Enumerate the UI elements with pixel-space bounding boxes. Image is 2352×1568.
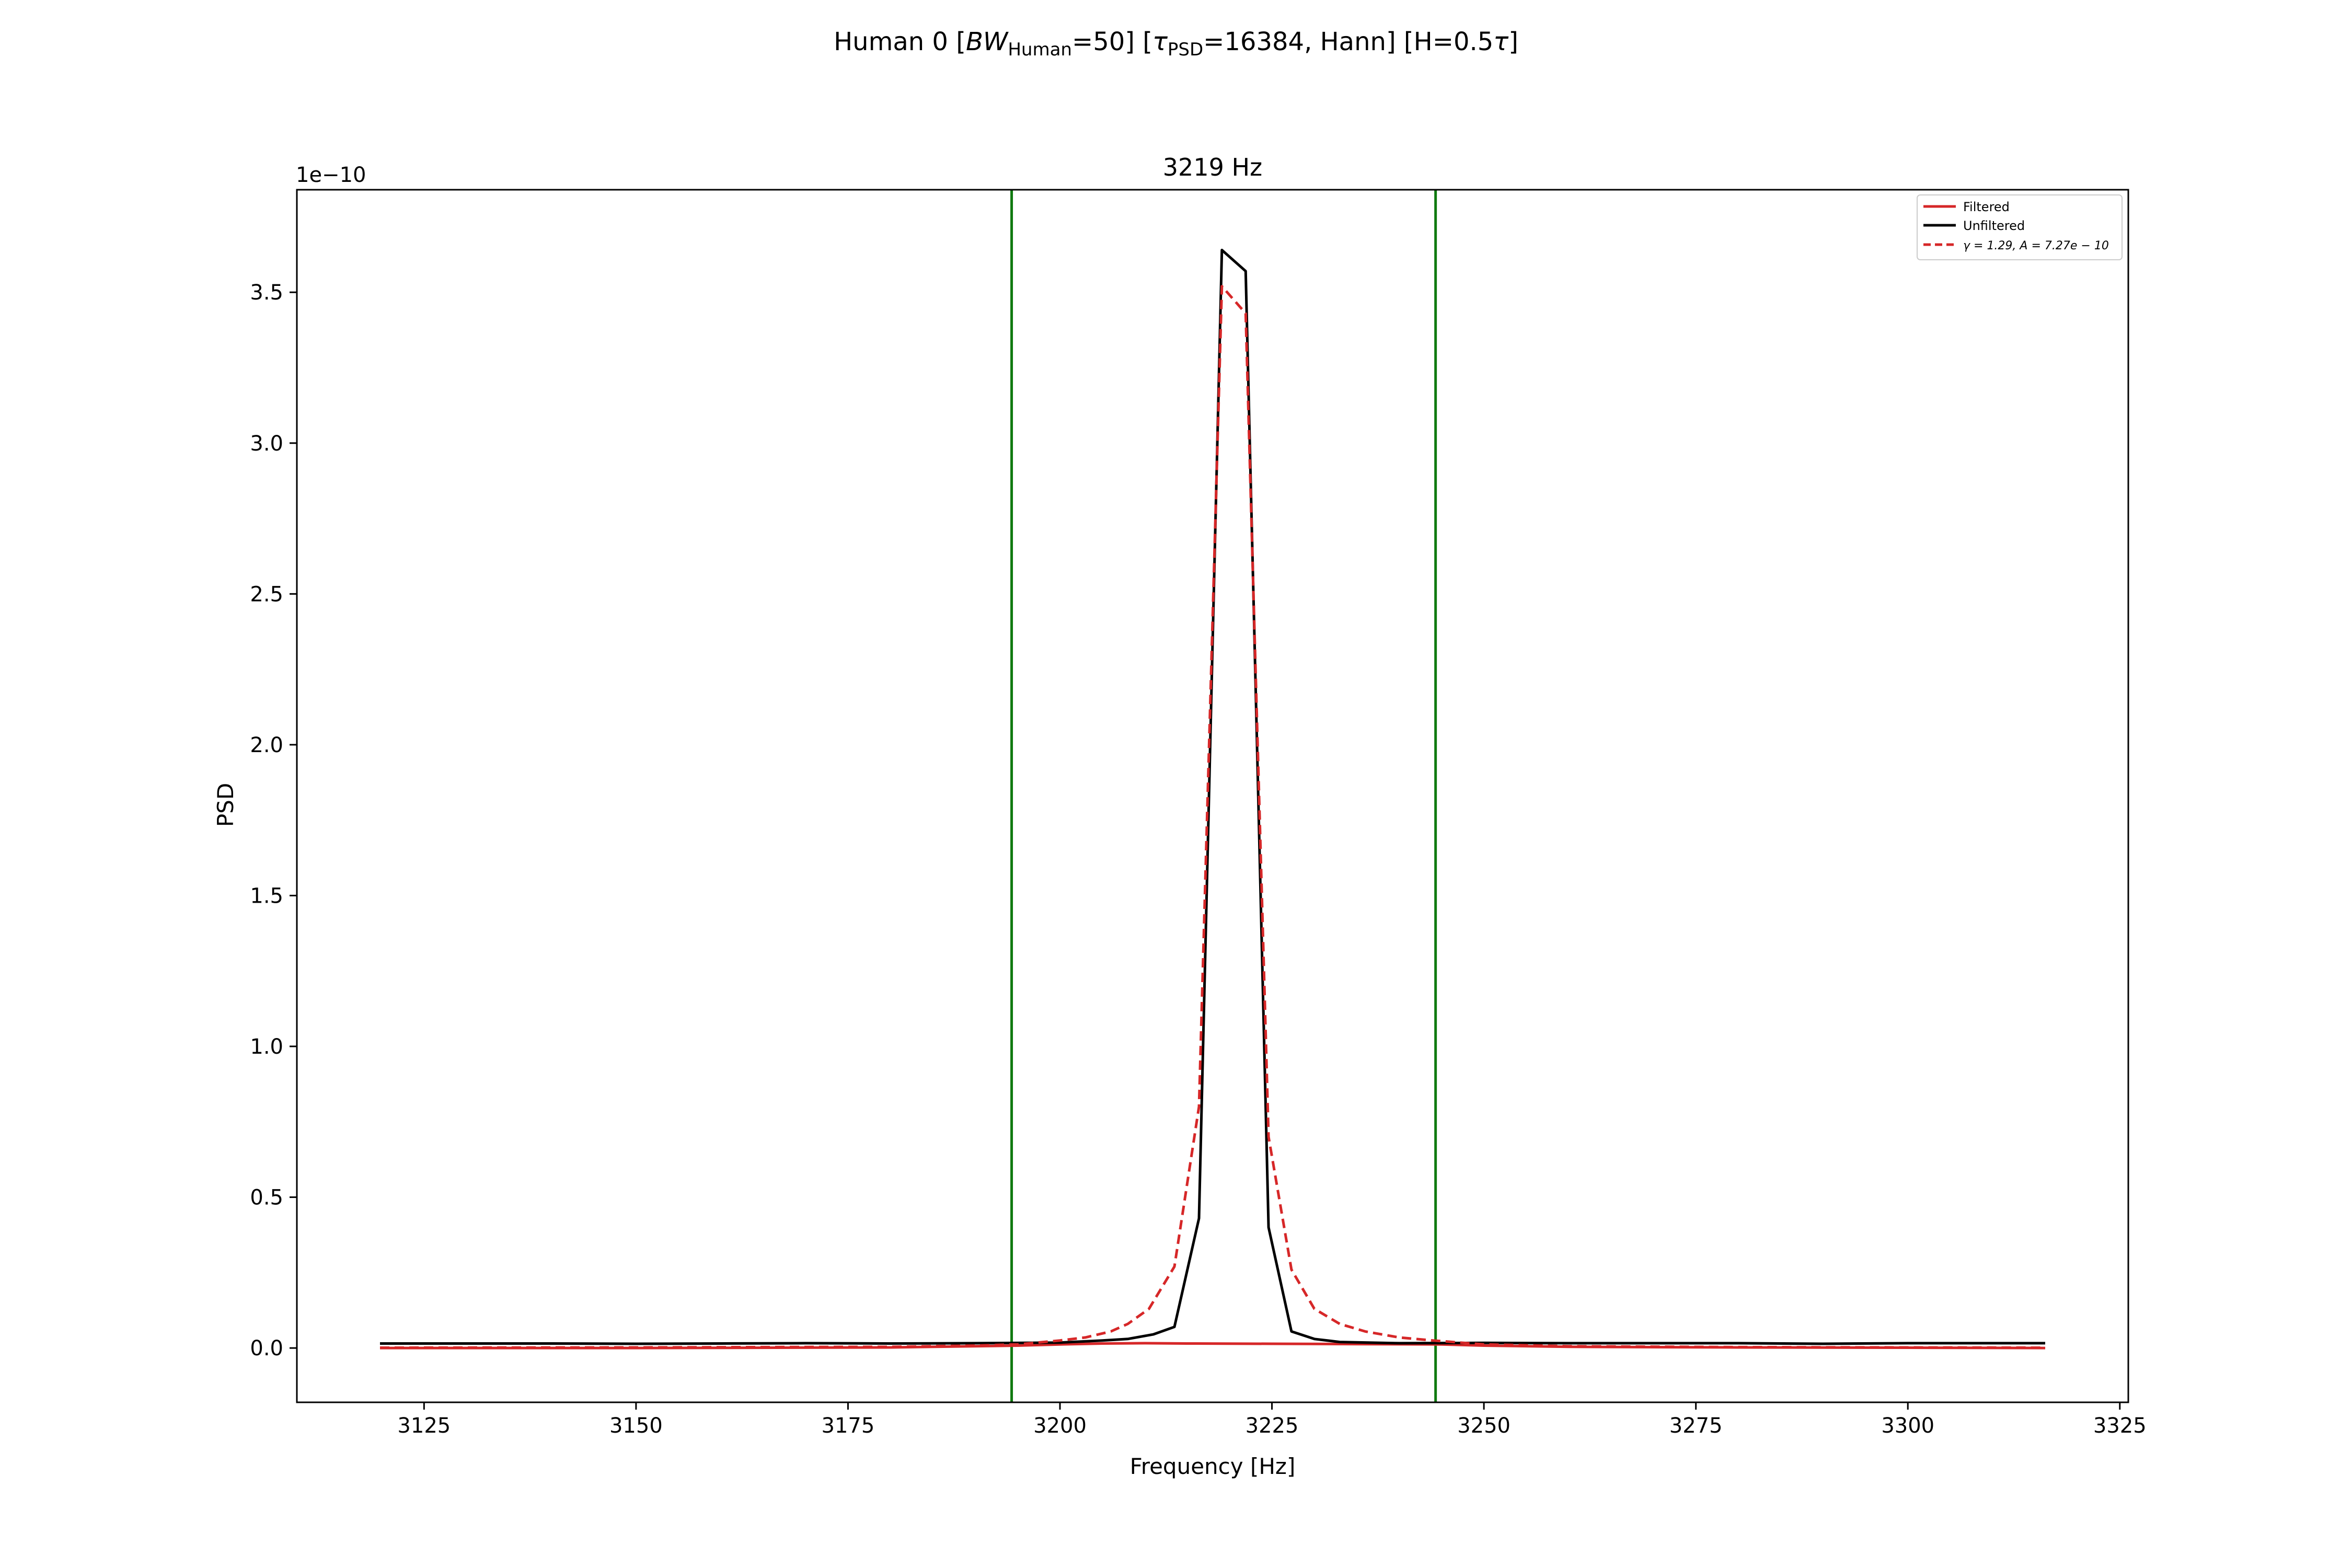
y-axis-label: PSD [213, 783, 238, 827]
vline-layer [1010, 190, 1437, 1402]
x-axis-label: Frequency [Hz] [1130, 1454, 1296, 1479]
suptitle-bw-subscript: Human [1008, 39, 1072, 60]
x-tick-label: 3225 [1246, 1414, 1299, 1438]
y-offset-text: 1e−10 [296, 163, 366, 187]
series-layer [379, 248, 2046, 1350]
y-tick-label: 0.0 [250, 1336, 283, 1361]
x-ticks: 3125 3150 3175 3200 3225 3250 3275 3300 3325 [397, 1402, 2147, 1438]
suptitle-part1: Human 0 [ [834, 27, 966, 56]
y-tick-label: 3.5 [250, 281, 283, 305]
x-tick-label: 3275 [1669, 1414, 1723, 1438]
legend: Filtered Unfiltered γ = 1.29, A = 7.27e … [1917, 194, 2123, 260]
series-fit-line [379, 285, 2046, 1349]
legend-label-fit: γ = 1.29, A = 7.27e − 10 [1963, 239, 2109, 252]
x-tick-label: 3300 [1881, 1414, 1934, 1438]
y-ticks: 0.0 0.5 1.0 1.5 2.0 2.5 3.0 3.5 [250, 281, 297, 1361]
y-tick-label: 3.0 [250, 432, 283, 456]
suptitle-tau2-symbol: τ [1493, 27, 1509, 56]
y-tick-label: 1.5 [250, 884, 283, 908]
chart-title: 3219 Hz [1163, 153, 1262, 181]
x-tick-label: 3325 [2093, 1414, 2147, 1438]
figure-suptitle: Human 0 [BWHuman=50] [τPSD=16384, Hann] … [834, 27, 1518, 60]
axes-frame [296, 189, 2129, 1403]
suptitle-tau-symbol: τ [1152, 27, 1168, 56]
x-tick-label: 3150 [609, 1414, 663, 1438]
x-tick-label: 3250 [1457, 1414, 1511, 1438]
suptitle-bw-symbol: BW [966, 27, 1009, 56]
legend-frame [1917, 194, 2123, 260]
x-tick-label: 3200 [1033, 1414, 1087, 1438]
suptitle-part3: =16384, Hann] [H=0.5 [1203, 27, 1493, 56]
x-tick-label: 3175 [822, 1414, 875, 1438]
y-tick-label: 0.5 [250, 1186, 283, 1210]
y-tick-label: 2.0 [250, 733, 283, 757]
suptitle-tau-subscript: PSD [1168, 39, 1203, 60]
suptitle-part4: ] [1508, 27, 1518, 56]
y-tick-label: 2.5 [250, 582, 283, 606]
series-unfiltered-line [380, 248, 2045, 1345]
suptitle-part2: =50] [ [1072, 27, 1152, 56]
x-tick-label: 3125 [397, 1414, 451, 1438]
legend-label-filtered: Filtered [1963, 200, 2010, 214]
legend-label-unfiltered: Unfiltered [1963, 218, 2025, 233]
y-tick-label: 1.0 [250, 1035, 283, 1059]
